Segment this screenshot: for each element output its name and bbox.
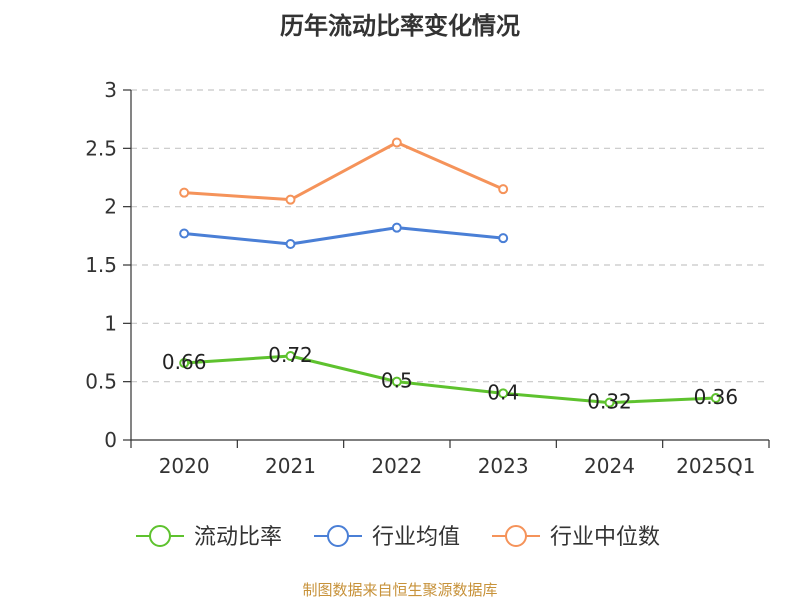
data-labels: 0.66 0.72 0.5 0.4 0.32 0.36 — [162, 343, 738, 414]
grid-lines — [131, 89, 769, 383]
data-point[interactable] — [498, 184, 509, 195]
legend-label: 行业均值 — [372, 525, 460, 550]
series-1 — [179, 351, 721, 408]
legend-marker-icon — [149, 525, 171, 547]
series-3 — [179, 137, 509, 205]
data-point[interactable] — [179, 187, 190, 198]
y-tick-label: 2.5 — [85, 136, 117, 160]
x-tick-label: 2025Q1 — [676, 454, 755, 478]
series-line — [184, 226, 504, 246]
y-tick-label: 0 — [104, 428, 117, 452]
series-2 — [179, 222, 509, 249]
source-note: 制图数据来自恒生聚源数据库 — [302, 581, 498, 599]
data-point[interactable] — [391, 222, 402, 233]
data-label: 0.66 — [162, 350, 207, 374]
legend-item-3[interactable]: 行业中位数 — [492, 525, 660, 550]
legend: 流动比率 行业均值 行业中位数 — [136, 525, 660, 550]
data-point[interactable] — [498, 233, 509, 244]
legend-item-1[interactable]: 流动比率 — [136, 525, 282, 550]
series-lines — [179, 137, 721, 408]
legend-marker-icon — [505, 525, 527, 547]
axes: 0 0.5 1 1.5 2 2.5 3 2020 2021 2022 2023 2024 2025Q1 — [85, 78, 770, 478]
data-point[interactable] — [179, 358, 190, 368]
data-label: 0.5 — [381, 369, 413, 393]
legend-label: 流动比率 — [194, 525, 282, 550]
data-point[interactable] — [710, 393, 721, 403]
series-line — [184, 354, 716, 405]
legend-label: 行业中位数 — [550, 525, 660, 550]
legend-item-2[interactable]: 行业均值 — [314, 525, 460, 550]
y-tick-label: 3 — [104, 78, 117, 102]
data-label: 0.4 — [487, 380, 519, 404]
data-point[interactable] — [179, 228, 190, 239]
data-point[interactable] — [498, 388, 509, 399]
data-point[interactable] — [604, 397, 615, 408]
x-tick-label: 2022 — [371, 454, 422, 478]
y-tick-label: 2 — [104, 195, 117, 219]
series-line — [184, 141, 504, 202]
data-point[interactable] — [285, 351, 296, 361]
data-label: 0.36 — [694, 385, 739, 409]
data-point[interactable] — [391, 376, 402, 387]
data-point[interactable] — [391, 137, 402, 148]
legend-marker-icon — [327, 525, 349, 547]
x-tick-label: 2021 — [265, 454, 316, 478]
data-point[interactable] — [285, 239, 296, 249]
data-label: 0.32 — [587, 390, 632, 414]
y-tick-label: 1 — [104, 311, 117, 335]
x-tick-label: 2024 — [584, 454, 635, 478]
x-tick-label: 2023 — [478, 454, 529, 478]
chart-title: 历年流动比率变化情况 — [280, 12, 520, 40]
data-point[interactable] — [285, 194, 296, 205]
data-label: 0.72 — [268, 343, 313, 367]
y-tick-label: 0.5 — [85, 370, 117, 394]
y-tick-label: 1.5 — [85, 253, 117, 277]
x-tick-label: 2020 — [159, 454, 210, 478]
